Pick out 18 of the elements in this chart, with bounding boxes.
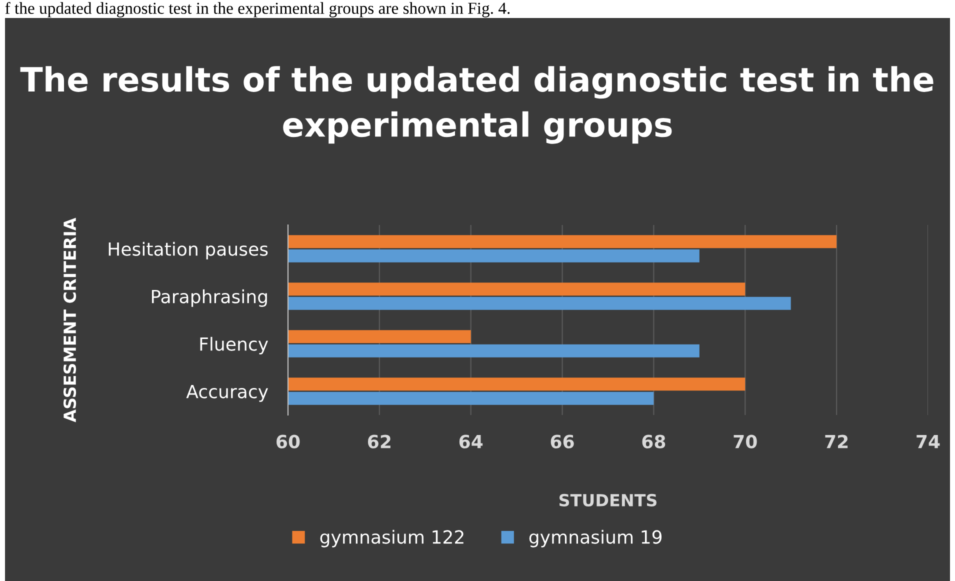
x-tick-label: 68	[642, 434, 666, 448]
y-tick-label: Paraphrasing	[152, 289, 267, 307]
legend-label: gymnasium 19	[529, 530, 662, 548]
x-tick-label: 72	[825, 434, 848, 448]
x-tick-label: 74	[916, 435, 940, 448]
y-axis-title: ASSESMENT CRITERIA	[63, 218, 76, 422]
x-tick-label: 66	[550, 434, 574, 448]
x-tick-label: 64	[459, 434, 483, 448]
x-tick-label: 60	[276, 434, 300, 448]
x-tick-label: 70	[734, 434, 757, 448]
chart-title: The results of the updated diagnostic test in the experimental groups	[20, 66, 934, 144]
y-tick-label: Accuracy	[186, 384, 268, 402]
y-tick-label: Hesitation pauses	[108, 242, 268, 260]
text: f the updated diagnostic test in the experimental groups are shown in Fig. 4.	[5, 2, 510, 18]
y-tick-label: Fluency	[200, 336, 268, 354]
legend-label: gymnasium 122	[320, 530, 464, 548]
x-tick-label: 62	[368, 434, 390, 448]
x-axis-title: STUDENTS	[559, 494, 657, 506]
